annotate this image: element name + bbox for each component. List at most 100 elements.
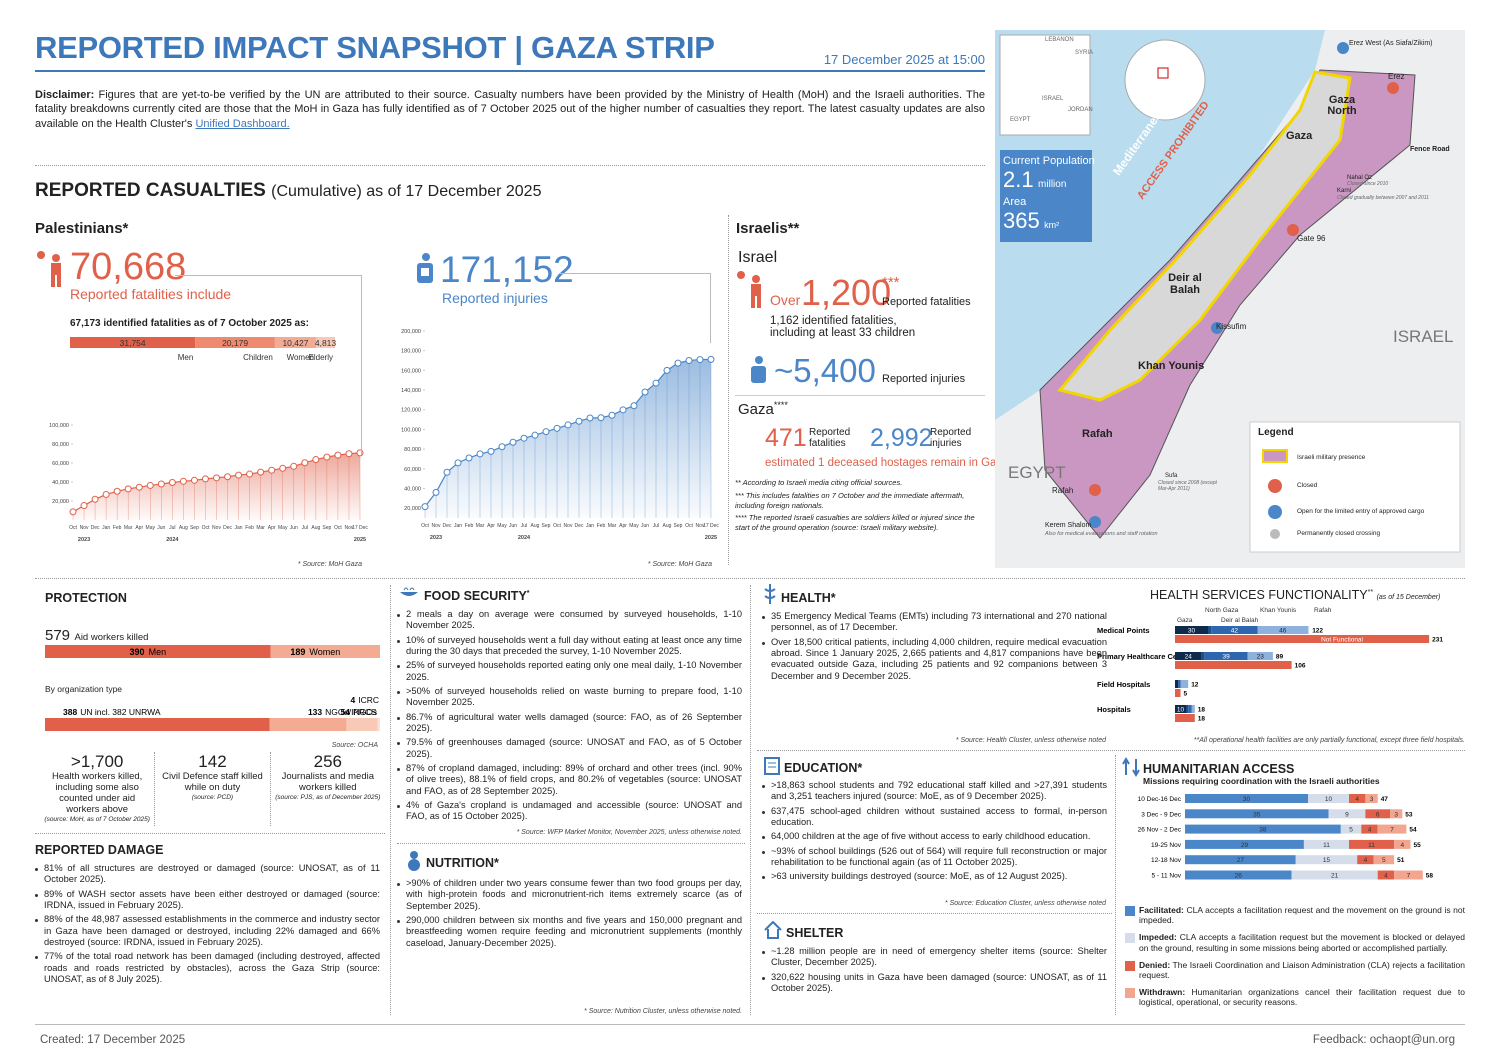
x-tick-label: Mar — [476, 523, 485, 529]
point — [102, 490, 110, 498]
value: 189 — [290, 647, 305, 657]
map — [995, 30, 1465, 568]
y-tick-label: 100,000 — [49, 423, 69, 429]
section-title: REPORTED DAMAGE — [35, 843, 164, 857]
gaza-urban-area — [1057, 70, 1352, 402]
x-tick-label: Sep — [322, 525, 331, 531]
place: Khan Younis — [1138, 360, 1205, 372]
israel-heading: Israel — [738, 249, 778, 266]
value-label: 18 — [1198, 716, 1206, 723]
shelter-icon — [764, 921, 782, 939]
bar-segment — [1394, 839, 1411, 849]
bullet: 10% of surveyed households went a full d… — [397, 635, 742, 658]
point — [685, 357, 693, 365]
identified-note: 1,162 identified fatalities, including a… — [770, 315, 916, 339]
point — [641, 388, 649, 396]
x-tick-label: Feb — [113, 525, 122, 531]
legend-entry: Impeded: CLA accepts a facilitation requ… — [1125, 932, 1465, 953]
bar-not-functional — [1175, 714, 1195, 722]
injury-icon — [751, 356, 766, 383]
year-label: 2025 — [354, 537, 366, 543]
note: *** This includes fatalities on 7 Octobe… — [735, 490, 965, 510]
x-tick-label: Oct — [202, 525, 210, 531]
category-label: Elderly — [309, 353, 333, 362]
disclaimer-label: Disclaimer: — [35, 89, 95, 101]
crossing-label: Gate 96 — [1297, 234, 1326, 243]
y-tick-label: 80,000 — [404, 447, 421, 453]
source: * Source: MoH Gaza — [297, 561, 362, 568]
fatality-icon — [37, 251, 61, 287]
date: 17 December 2025 at 15:00 — [823, 52, 985, 67]
y-tick-label: 20,000 — [404, 506, 421, 512]
bar-not-functional — [1175, 635, 1430, 643]
fatality-icon — [737, 271, 761, 308]
x-tick-label: Jun — [290, 525, 298, 531]
fatalities-label: Reported fatalities — [882, 296, 971, 308]
x-tick-label: Nov — [564, 523, 573, 529]
bar-segment — [1180, 680, 1189, 688]
bullet: ~1.28 million people are in need of emer… — [762, 946, 1107, 969]
fatalities-label: Reported fatalities include — [70, 286, 232, 302]
bar-not-functional — [1175, 689, 1181, 697]
section-title: FOOD SECURITY* — [424, 589, 530, 603]
legend-swatch — [1125, 988, 1135, 999]
fatalities-number: 70,668 — [70, 246, 187, 288]
value-label: 42 — [1231, 628, 1239, 635]
crossing — [1287, 224, 1299, 236]
category-label: 12-18 Nov — [1151, 857, 1182, 864]
hs-heading: HEALTH SERVICES FUNCTIONALITY** (as of 1… — [1150, 588, 1440, 602]
x-tick-label: Nov — [345, 525, 354, 531]
legend-open — [1268, 505, 1282, 519]
gaza-label: Gaza — [738, 401, 774, 418]
x-tick-label: May — [629, 523, 639, 529]
legend-name: Facilitated: — [1139, 905, 1184, 915]
x-tick-label: Apr — [487, 523, 495, 529]
inset-label: LEBANON — [1045, 37, 1074, 43]
x-tick-label: Aug — [531, 523, 540, 529]
value-label: 54 PRCS — [341, 707, 377, 717]
bar-segment — [1377, 870, 1395, 880]
x-tick-label: Jan — [235, 525, 243, 531]
value-label: 4 — [1384, 873, 1388, 880]
y-tick-label: 160,000 — [401, 368, 421, 374]
population-unit: million — [1038, 179, 1067, 190]
area-label: Area — [1003, 196, 1027, 208]
legend-swatch — [1125, 906, 1135, 916]
hs-title: HEALTH SERVICES FUNCTIONALITY — [1150, 588, 1368, 602]
section-title: SHELTER — [786, 926, 844, 940]
x-tick-label: Nov — [80, 525, 89, 531]
value-label: 26 — [1235, 873, 1243, 880]
point — [531, 431, 539, 439]
bar-segment — [1328, 809, 1366, 819]
x-tick-label: Aug — [311, 525, 320, 531]
divider — [757, 750, 1465, 751]
point — [201, 475, 209, 483]
x-tick-label: Dec — [575, 523, 584, 529]
y-tick-label: 100,000 — [401, 427, 421, 433]
country: ISRAEL — [1393, 327, 1454, 346]
category-label: Hospitals — [1097, 705, 1131, 714]
bar-segment — [1303, 839, 1349, 849]
not-functional-label: Not Functional — [1321, 637, 1363, 644]
value-label: 231 — [1432, 637, 1443, 644]
stat-source: (source: PCD) — [191, 793, 234, 801]
point — [619, 406, 627, 414]
bar-segment — [1349, 839, 1395, 849]
dashboard-link[interactable]: Unified Dashboard. — [195, 117, 290, 130]
gender-bar: 390 Men 189 Women — [45, 645, 380, 658]
point — [345, 450, 353, 458]
injuries-label: Reported injuries — [442, 290, 548, 306]
crossing-label: Erez West (As Siafa/Zikim) — [1349, 40, 1433, 47]
created: Created: 17 December 2025 — [40, 1034, 186, 1046]
health-icon — [764, 584, 776, 604]
value-label: 7 — [1390, 827, 1394, 834]
value-label: 39 — [1223, 654, 1231, 661]
bullet: 25% of surveyed households reported eati… — [397, 660, 742, 683]
category: NGOs/INGOs — [325, 707, 377, 717]
x-tick-label: Dec — [91, 525, 100, 531]
population-value: 2.1 — [1003, 167, 1034, 192]
point — [356, 449, 364, 457]
point — [268, 466, 276, 474]
legend-item: Israeli military presence — [1297, 454, 1366, 461]
food-list: 2 meals a day on average were consumed b… — [397, 609, 742, 826]
